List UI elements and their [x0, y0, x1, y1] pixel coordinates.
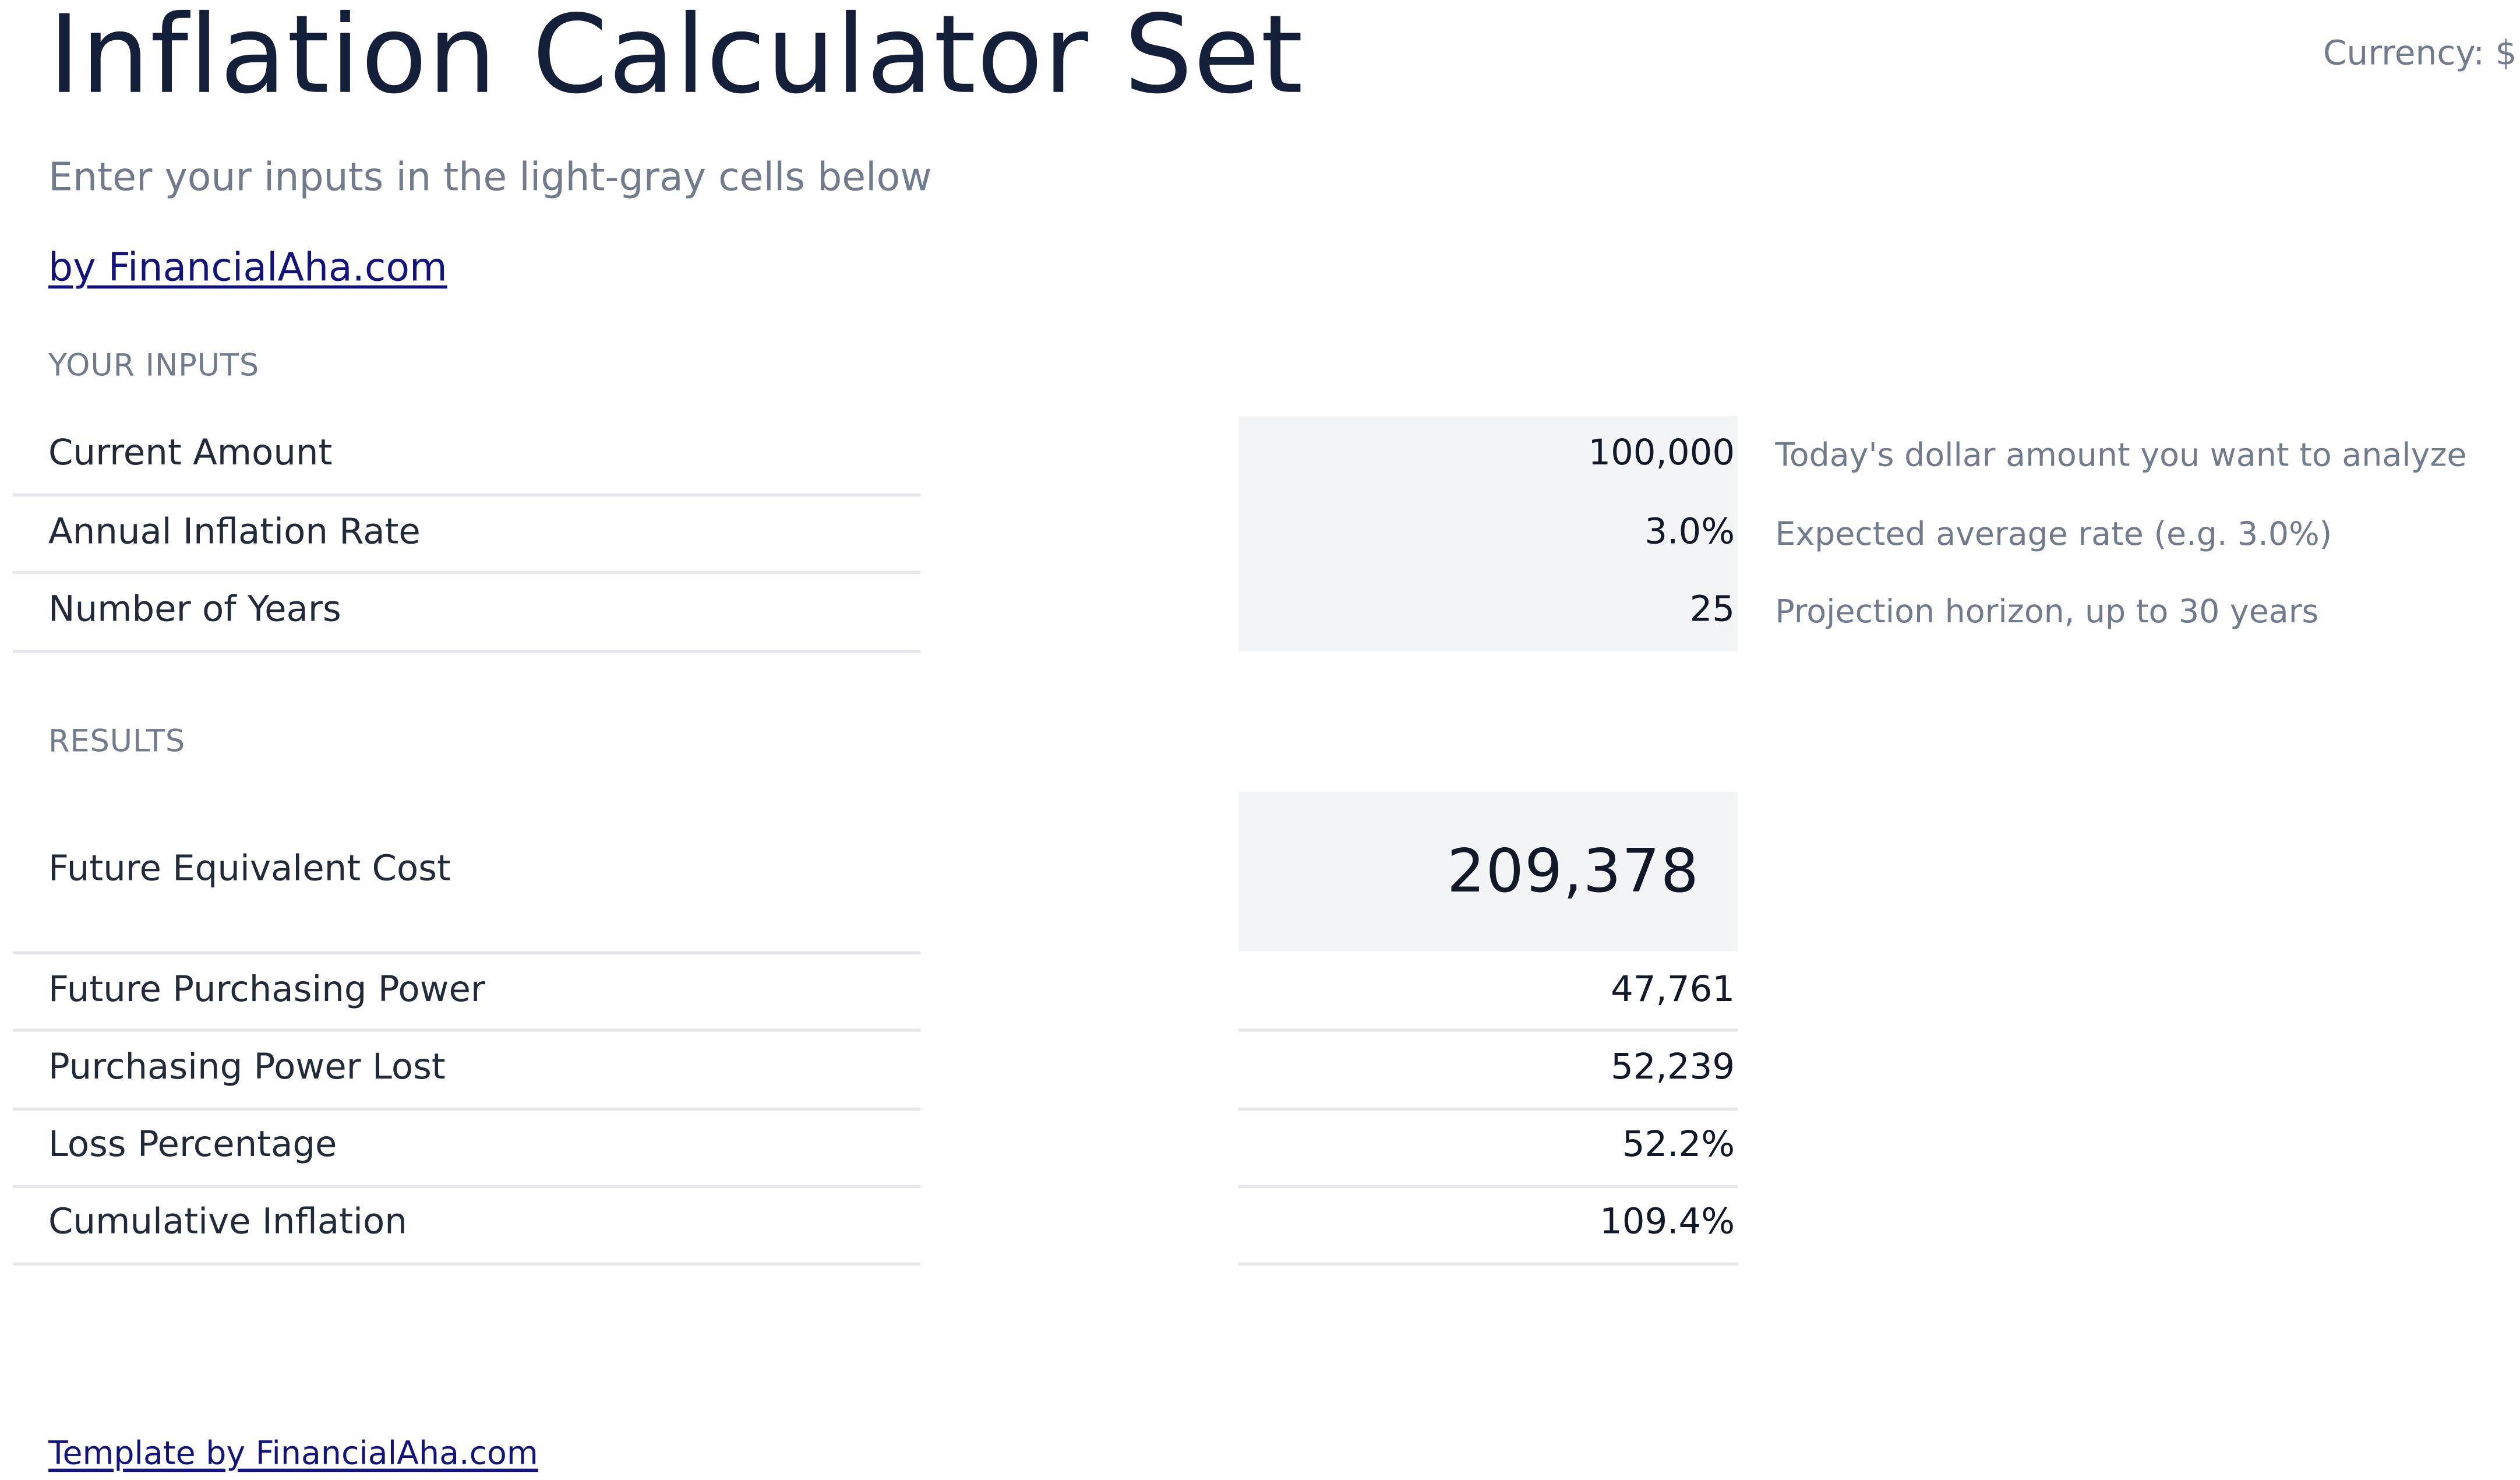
value-divider: [1238, 1185, 1738, 1187]
input-cells-background: [1238, 415, 1738, 651]
future-purchasing-power-label: Future Purchasing Power: [48, 970, 485, 1011]
row-divider: [13, 1262, 921, 1265]
footer-template-link[interactable]: Template by FinancialAha.com: [48, 1433, 538, 1472]
row-divider: [13, 570, 921, 573]
loss-percentage-label: Loss Percentage: [48, 1125, 337, 1166]
cumulative-inflation-value: 109.4%: [1599, 1203, 1735, 1243]
row-divider: [13, 1185, 921, 1187]
brand-link[interactable]: by FinancialAha.com: [48, 245, 447, 291]
purchasing-power-lost-value: 52,239: [1611, 1048, 1735, 1088]
future-purchasing-power-value: 47,761: [1611, 970, 1735, 1011]
loss-percentage-value: 52.2%: [1622, 1125, 1735, 1166]
results-section-label: RESULTS: [48, 724, 186, 760]
inflation-rate-input[interactable]: 3.0%: [1644, 512, 1735, 554]
current-amount-label: Current Amount: [48, 434, 333, 474]
number-of-years-label: Number of Years: [48, 590, 341, 630]
value-divider: [1238, 1107, 1738, 1111]
purchasing-power-lost-label: Purchasing Power Lost: [48, 1048, 446, 1088]
inflation-rate-label: Annual Inflation Rate: [48, 512, 421, 554]
row-divider: [13, 1028, 921, 1031]
page-title: Inflation Calculator Set: [48, 0, 1304, 118]
row-divider: [13, 493, 921, 496]
cumulative-inflation-label: Cumulative Inflation: [48, 1203, 407, 1243]
row-divider: [13, 1107, 921, 1111]
headline-result-cell: [1238, 791, 1738, 952]
instructions-text: Enter your inputs in the light-gray cell…: [48, 154, 932, 200]
value-divider: [1238, 1028, 1738, 1031]
inflation-rate-hint: Expected average rate (e.g. 3.0%): [1775, 514, 2332, 554]
row-divider: [13, 951, 921, 954]
future-equivalent-cost-value: 209,378: [1447, 837, 1700, 906]
row-divider: [13, 650, 921, 653]
value-divider: [1238, 1262, 1738, 1265]
future-equivalent-cost-label: Future Equivalent Cost: [48, 850, 451, 890]
current-amount-hint: Today's dollar amount you want to analyz…: [1775, 435, 2467, 474]
number-of-years-hint: Projection horizon, up to 30 years: [1775, 591, 2319, 630]
currency-label: Currency: $: [2323, 34, 2517, 73]
inputs-section-label: YOUR INPUTS: [48, 348, 260, 384]
current-amount-input[interactable]: 100,000: [1588, 434, 1735, 474]
number-of-years-input[interactable]: 25: [1689, 590, 1735, 630]
